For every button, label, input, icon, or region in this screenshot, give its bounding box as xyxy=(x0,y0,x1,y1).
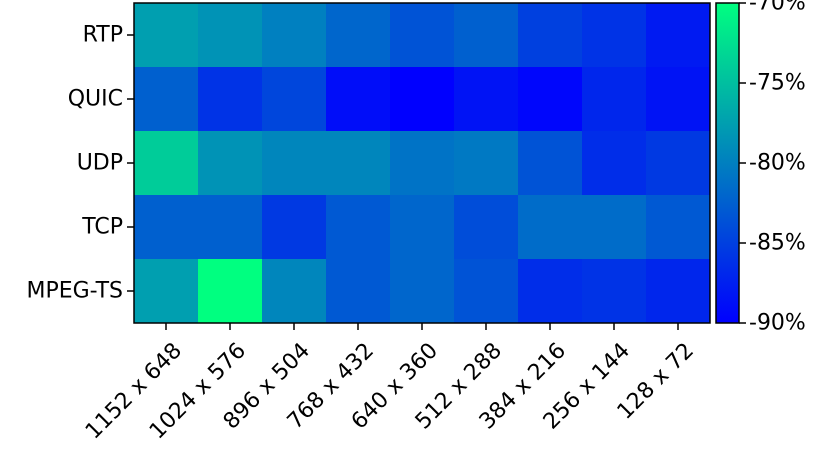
heatmap-cell xyxy=(582,3,647,68)
heatmap-cell xyxy=(262,259,327,324)
heatmap-cell xyxy=(198,131,263,196)
colorbar-tick-label: -90% xyxy=(749,311,806,336)
heatmap-cell xyxy=(262,195,327,260)
heatmap-cell xyxy=(454,67,519,132)
heatmap-cell xyxy=(454,3,519,68)
heatmap-cell xyxy=(646,131,711,196)
heatmap-cell xyxy=(646,195,711,260)
heatmap-cell xyxy=(326,3,391,68)
heatmap-cell xyxy=(582,259,647,324)
heatmap-cell xyxy=(134,3,199,68)
heatmap-cell xyxy=(326,131,391,196)
heatmap-cell xyxy=(646,3,711,68)
heatmap-cell xyxy=(262,3,327,68)
heatmap-cell xyxy=(326,195,391,260)
heatmap-cell xyxy=(198,67,263,132)
colorbar-tick-label: -80% xyxy=(749,151,806,176)
heatmap-cell xyxy=(134,195,199,260)
heatmap-cell xyxy=(198,3,263,68)
heatmap-cell xyxy=(582,67,647,132)
heatmap-cell xyxy=(518,67,583,132)
heatmap-cell xyxy=(326,259,391,324)
heatmap-cell xyxy=(262,131,327,196)
heatmap-cell xyxy=(198,195,263,260)
y-tick-label: QUIC xyxy=(68,87,123,112)
heatmap-cell xyxy=(518,131,583,196)
heatmap-cell xyxy=(454,195,519,260)
heatmap-cell xyxy=(582,195,647,260)
y-tick-label: TCP xyxy=(81,215,123,240)
heatmap-cell xyxy=(518,195,583,260)
heatmap-cell xyxy=(326,67,391,132)
colorbar-tick-label: -85% xyxy=(749,231,806,256)
heatmap-cell xyxy=(390,67,455,132)
heatmap-cell xyxy=(518,3,583,68)
heatmap-cell xyxy=(390,259,455,324)
heatmap-cell xyxy=(134,259,199,324)
colorbar-axis: -70% -75% -80% -85% -90% xyxy=(739,0,806,336)
y-tick-label: RTP xyxy=(83,23,123,48)
y-tick-label: MPEG-TS xyxy=(26,279,123,304)
heatmap-cell xyxy=(134,131,199,196)
heatmap-cell xyxy=(454,259,519,324)
heatmap-cell xyxy=(518,259,583,324)
heatmap-cell xyxy=(454,131,519,196)
colorbar xyxy=(715,2,740,324)
colorbar-tick-label: -70% xyxy=(749,0,806,16)
heatmap-cell xyxy=(198,259,263,324)
heatmap-cell xyxy=(646,67,711,132)
heatmap-cell xyxy=(390,131,455,196)
heatmap-cell xyxy=(646,259,711,324)
heatmap-cells xyxy=(134,3,711,324)
heatmap-cell xyxy=(582,131,647,196)
y-tick-label: UDP xyxy=(77,151,123,176)
y-axis: RTP QUIC UDP TCP MPEG-TS xyxy=(26,23,134,304)
heatmap-cell xyxy=(262,67,327,132)
heatmap-cell xyxy=(390,3,455,68)
heatmap-cell xyxy=(134,67,199,132)
colorbar-tick-label: -75% xyxy=(749,71,806,96)
heatmap-cell xyxy=(390,195,455,260)
